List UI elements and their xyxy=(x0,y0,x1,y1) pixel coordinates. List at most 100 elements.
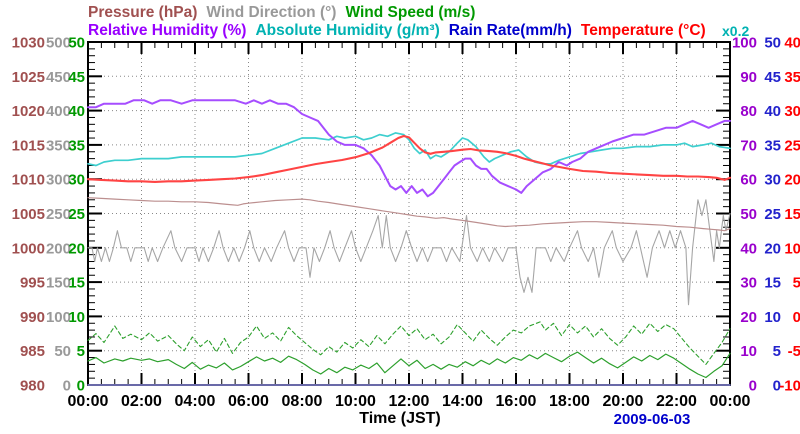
axis-label-temp: 10 xyxy=(784,240,800,257)
axis-label-rh: 30 xyxy=(740,275,757,292)
axis-label-wind_dir: 400 xyxy=(46,103,71,120)
axis-label-pressure: 1000 xyxy=(12,240,45,257)
axis-label-rain: 45 xyxy=(764,69,781,86)
legend-wind-speed: Wind Speed (m/s) xyxy=(345,4,476,21)
axis-label-wind_dir: 500 xyxy=(46,35,71,52)
legend-row-1: Pressure (hPa) Wind Direction (°) Wind S… xyxy=(88,4,475,21)
axis-label-temp: 25 xyxy=(784,137,800,154)
axis-label-wind_dir: 250 xyxy=(46,206,71,223)
series-wind_direction xyxy=(87,199,731,306)
axis-label-pressure: 990 xyxy=(20,309,45,326)
axis-label-rain: 20 xyxy=(764,240,781,257)
axis-label-temp: 30 xyxy=(784,103,800,120)
time-tick-label: 00:00 xyxy=(68,393,109,410)
axis-label-wind_speed: 50 xyxy=(68,35,85,52)
axis-label-pressure: 1010 xyxy=(12,172,45,189)
axis-label-rain: 40 xyxy=(764,103,781,120)
axis-label-wind_speed: 5 xyxy=(77,343,85,360)
time-tick-label: 08:00 xyxy=(282,393,323,410)
axis-label-pressure: 980 xyxy=(20,378,45,395)
axis-label-wind_speed: 40 xyxy=(68,103,85,120)
axis-label-wind_dir: 450 xyxy=(46,69,71,86)
axis-label-rain: 10 xyxy=(764,309,781,326)
axis-label-rain: 50 xyxy=(764,35,781,52)
axis-label-rh: 20 xyxy=(740,309,757,326)
axis-label-rh: 100 xyxy=(732,35,757,52)
axis-label-pressure: 995 xyxy=(20,275,45,292)
series-wind_speed_mean xyxy=(87,351,731,379)
time-tick-label: 00:00 xyxy=(710,393,751,410)
axis-label-rh: 80 xyxy=(740,103,757,120)
axis-label-wind_speed: 0 xyxy=(77,378,85,395)
axis-label-pressure: 1015 xyxy=(12,137,45,154)
time-tick-label: 22:00 xyxy=(656,393,697,410)
axis-label-temp: 20 xyxy=(784,172,800,189)
axis-label-rh: 40 xyxy=(740,240,757,257)
legend-wind-direction: Wind Direction (°) xyxy=(206,4,337,21)
axis-label-rh: 50 xyxy=(740,206,757,223)
series-temperature xyxy=(86,134,732,183)
axis-label-rh: 0 xyxy=(749,378,757,395)
axis-label-pressure: 1020 xyxy=(12,103,45,120)
axis-label-wind_dir: 200 xyxy=(46,240,71,257)
series-pressure xyxy=(87,197,731,232)
axis-label-temp: 40 xyxy=(784,35,800,52)
legend-relative-humidity: Relative Humidity (%) xyxy=(88,22,247,39)
time-tick-label: 02:00 xyxy=(121,393,162,410)
axis-label-wind_speed: 20 xyxy=(68,240,85,257)
legend-pressure: Pressure (hPa) xyxy=(88,4,198,21)
axis-label-wind_dir: 350 xyxy=(46,137,71,154)
axis-label-wind_speed: 25 xyxy=(68,206,85,223)
legend-absolute-humidity: Absolute Humidity (g/m³) xyxy=(255,22,440,39)
time-tick-label: 04:00 xyxy=(175,393,216,410)
axis-label-rain: 0 xyxy=(773,378,781,395)
legend-rain-rate: Rain Rate(mm/h) xyxy=(448,22,572,39)
axis-label-temp: 15 xyxy=(784,206,800,223)
series-absolute_humidity xyxy=(87,132,731,167)
axis-label-pressure: 1030 xyxy=(12,35,45,52)
abs-humidity-scale-note: x0.2 xyxy=(722,23,750,39)
legend-row-2: Relative Humidity (%) Absolute Humidity … xyxy=(88,22,706,39)
axis-label-wind_speed: 45 xyxy=(68,69,85,86)
axis-label-wind_speed: 10 xyxy=(68,309,85,326)
axis-label-pressure: 1005 xyxy=(12,206,45,223)
date-label: 2009-06-03 xyxy=(613,411,691,428)
time-tick-label: 12:00 xyxy=(389,393,430,410)
axis-label-wind_dir: 50 xyxy=(54,343,71,360)
time-tick-label: 18:00 xyxy=(549,393,590,410)
legend-temperature: Temperature (°C) xyxy=(580,22,706,39)
axis-label-wind_speed: 30 xyxy=(68,172,85,189)
axis-label-rain: 5 xyxy=(773,343,781,360)
series-relative_humidity xyxy=(87,99,731,198)
axis-label-temp: -5 xyxy=(788,343,800,360)
axis-label-wind_dir: 0 xyxy=(63,378,71,395)
axis-label-rain: 15 xyxy=(764,275,781,292)
axis-label-temp: -10 xyxy=(779,378,800,395)
axis-label-wind_dir: 100 xyxy=(46,309,71,326)
time-tick-label: 16:00 xyxy=(496,393,537,410)
axis-label-pressure: 1025 xyxy=(12,69,45,86)
axis-label-rh: 60 xyxy=(740,172,757,189)
time-tick-label: 14:00 xyxy=(442,393,483,410)
axis-label-wind_speed: 35 xyxy=(68,137,85,154)
x-axis-title: Time (JST) xyxy=(359,410,441,427)
axis-label-wind_speed: 15 xyxy=(68,275,85,292)
time-tick-label: 20:00 xyxy=(603,393,644,410)
axis-label-rain: 35 xyxy=(764,137,781,154)
axis-label-wind_dir: 300 xyxy=(46,172,71,189)
axis-label-temp: 0 xyxy=(793,309,800,326)
time-tick-label: 06:00 xyxy=(228,393,269,410)
axis-label-rain: 25 xyxy=(764,206,781,223)
axis-label-rh: 10 xyxy=(740,343,757,360)
axis-label-temp: 5 xyxy=(793,275,800,292)
axis-label-pressure: 985 xyxy=(20,343,45,360)
axis-label-temp: 35 xyxy=(784,69,800,86)
time-tick-label: 10:00 xyxy=(335,393,376,410)
axis-label-rain: 30 xyxy=(764,172,781,189)
axis-label-wind_dir: 150 xyxy=(46,275,71,292)
axis-label-rh: 90 xyxy=(740,69,757,86)
axis-label-rh: 70 xyxy=(740,137,757,154)
series-wind_speed_gust xyxy=(87,321,731,365)
